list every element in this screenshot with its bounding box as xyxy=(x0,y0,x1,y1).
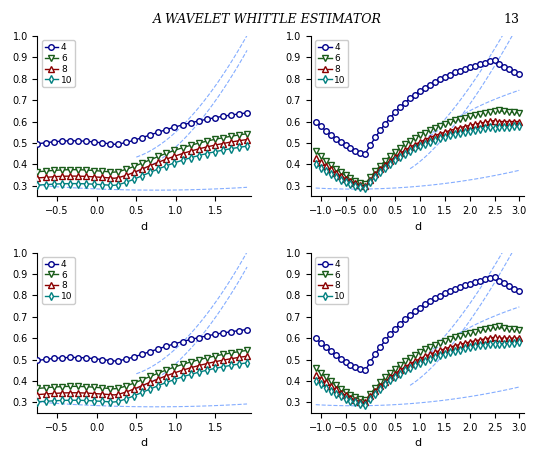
Legend: 4, 6, 8, 10: 4, 6, 8, 10 xyxy=(42,257,75,304)
Legend: 4, 6, 8, 10: 4, 6, 8, 10 xyxy=(315,257,348,304)
X-axis label: d: d xyxy=(414,438,421,449)
Legend: 4, 6, 8, 10: 4, 6, 8, 10 xyxy=(315,40,348,87)
Text: 13: 13 xyxy=(503,13,519,26)
X-axis label: d: d xyxy=(414,222,421,232)
Text: A WAVELET WHITTLE ESTIMATOR: A WAVELET WHITTLE ESTIMATOR xyxy=(153,13,382,26)
X-axis label: d: d xyxy=(141,438,148,449)
Legend: 4, 6, 8, 10: 4, 6, 8, 10 xyxy=(42,40,75,87)
X-axis label: d: d xyxy=(141,222,148,232)
